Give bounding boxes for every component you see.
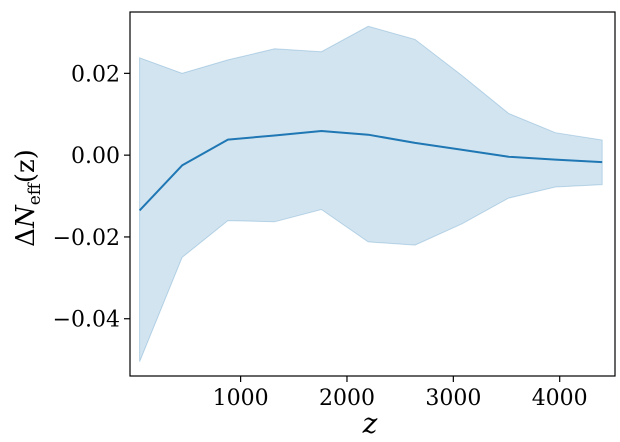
x-tick-label: 4000 <box>532 386 588 411</box>
x-axis-label: z <box>362 407 378 440</box>
axes-frame <box>129 11 616 377</box>
x-tick-label: 1000 <box>213 386 269 411</box>
plot-area <box>138 25 603 362</box>
ticks: 1000 2000 3000 4000 0.02 0.00 −0.02 −0.04 <box>53 62 588 411</box>
x-tick-label: 3000 <box>425 386 481 411</box>
y-tick-label: 0.00 <box>71 144 120 169</box>
y-axis-label-prefix: Δ <box>11 228 41 247</box>
y-tick-label: −0.04 <box>53 308 120 333</box>
axes <box>129 11 616 377</box>
y-axis-label-subscript: eff <box>25 181 45 205</box>
y-tick-label: −0.02 <box>53 226 120 251</box>
series-line-0 <box>138 130 603 212</box>
confidence-band-0 <box>139 25 603 362</box>
x-tick-label: 2000 <box>319 386 375 411</box>
y-axis-label: ΔNeff(z) <box>11 149 45 247</box>
y-axis-label-symbol: N <box>11 204 41 229</box>
y-axis-label-argument: (z) <box>11 149 41 183</box>
y-tick-label: 0.02 <box>71 62 120 87</box>
